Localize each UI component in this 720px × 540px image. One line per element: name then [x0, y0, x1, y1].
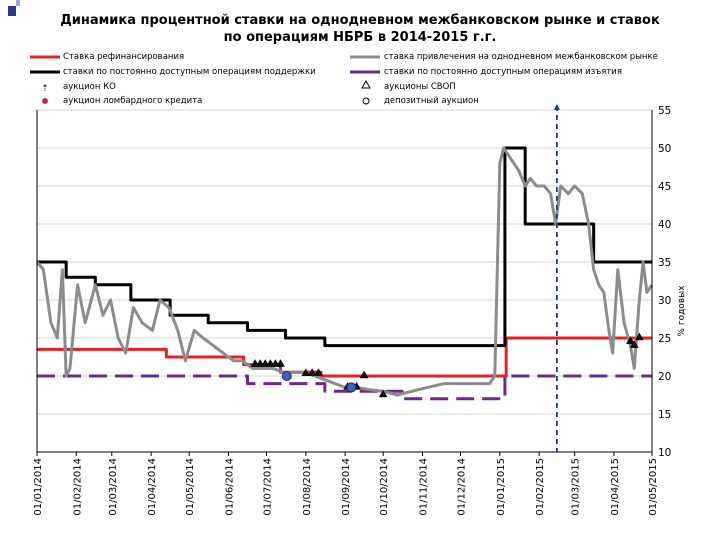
legend-label-swap: аукционы СВОП: [384, 82, 456, 92]
x-tick-label: 01/10/2014: [379, 458, 390, 516]
chart-grid: [37, 109, 652, 453]
swap-auction-marker: [378, 389, 388, 398]
y-tick-label: 30: [658, 295, 671, 307]
lombard-auction-marker: [346, 382, 357, 393]
swap-auction-marker: [626, 336, 635, 345]
y-tick-label: 20: [658, 371, 671, 383]
legend-marker-lombard: [42, 98, 48, 104]
legend-marker-auction-ko: ⇡: [41, 84, 49, 94]
x-tick-label: 01/06/2014: [224, 458, 235, 516]
y-tick-label: 55: [658, 105, 671, 117]
legend-label-deposit: депозитный аукцион: [384, 96, 479, 106]
swap-auction-marker: [634, 332, 644, 341]
y-tick-label: 40: [658, 219, 671, 231]
series-withdrawal-line: [37, 374, 652, 401]
legend-marker-deposit: [362, 97, 370, 105]
x-tick-label: 01/03/2015: [571, 458, 582, 516]
y-tick-label: 25: [658, 333, 671, 345]
x-tick-label: 01/01/2015: [496, 458, 507, 516]
x-tick-label: 01/03/2014: [108, 458, 119, 516]
swap-auction-marker: [359, 370, 369, 379]
x-tick-label: 01/04/2014: [147, 458, 158, 516]
swap-auction-marker: [307, 368, 317, 376]
chart-series: [35, 104, 654, 452]
y-tick-label: 10: [658, 447, 671, 459]
swap-auction-marker: [629, 340, 639, 348]
lombard-auction-marker: [281, 371, 292, 381]
legend-marker-swap: [361, 79, 371, 89]
series-support-line: [37, 146, 652, 348]
y-tick-label: 35: [658, 257, 671, 269]
swap-auction-marker: [301, 368, 311, 376]
legend-label-refinancing: Ставка рефинансирования: [63, 52, 185, 62]
series-refinancing-line: [37, 336, 652, 378]
y-tick-label: 45: [658, 181, 671, 193]
swap-auction-marker: [314, 368, 323, 376]
x-tick-label: 01/05/2014: [185, 458, 196, 516]
x-tick-label: 01/12/2014: [457, 458, 468, 516]
chart-title-line1: Динамика процентной ставки на однодневно…: [60, 13, 660, 28]
x-tick-label: 01/09/2014: [341, 458, 352, 516]
y-tick-label: 50: [658, 143, 671, 155]
vertical-cutoff-arrow: [553, 104, 560, 110]
y-tick-label: 15: [658, 409, 671, 421]
series-interbank-line: [35, 146, 654, 397]
x-tick-label: 01/08/2014: [302, 458, 313, 516]
x-axis: 01/01/2014 01/02/2014 01/03/2014 01/04/2014…: [33, 110, 659, 516]
legend-label-interbank: ставка привлечения на однодневном межбан…: [384, 52, 658, 62]
x-tick-label: 01/04/2015: [610, 458, 621, 516]
legend-label-withdrawal: ставки по постоянно доступным операциям …: [384, 67, 622, 77]
x-tick-label: 01/01/2014: [33, 458, 44, 516]
legend-label-support: ставки по постоянно доступным операциям …: [63, 67, 316, 77]
x-tick-label: 01/05/2015: [648, 458, 659, 516]
legend-swatches: ⇡: [30, 55, 380, 105]
legend-label-auction-ko: аукцион КО: [63, 82, 116, 92]
x-tick-label: 01/02/2014: [72, 458, 83, 516]
chart-title-line2: по операциям НБРБ в 2014-2015 г.г.: [223, 30, 497, 45]
x-tick-label: 01/07/2014: [263, 458, 274, 516]
y-axis: 10 15 20 25 30 35 40 45 50 55 % годовых: [658, 105, 687, 459]
y-axis-label: % годовых: [677, 285, 687, 337]
chart-markers: [250, 332, 644, 398]
chart-title: Динамика процентной ставки на однодневно…: [40, 12, 680, 46]
x-tick-label: 01/11/2014: [418, 458, 429, 516]
x-tick-label: 01/02/2015: [535, 458, 546, 516]
legend-label-lombard: аукцион ломбардного кредита: [63, 96, 203, 106]
swap-auction-marker: [276, 359, 285, 367]
